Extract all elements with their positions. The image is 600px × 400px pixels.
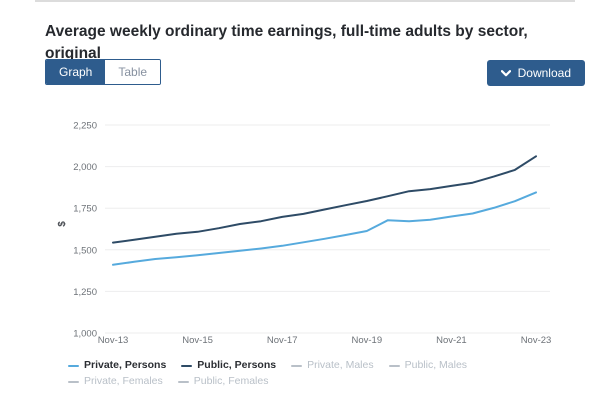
legend-dash-icon bbox=[291, 364, 303, 367]
x-tick-label: Nov-23 bbox=[521, 335, 552, 346]
tab-graph[interactable]: Graph bbox=[46, 60, 106, 84]
chart-legend: Private, Persons Public, Persons Private, … bbox=[68, 359, 528, 388]
legend-item-private-females[interactable]: Private, Females bbox=[68, 375, 163, 388]
y-axis-title: $ bbox=[57, 221, 68, 227]
page-title: Average weekly ordinary time earnings, f… bbox=[45, 23, 528, 62]
toolbar: Graph Table Download bbox=[45, 59, 585, 87]
x-tick-label: Nov-19 bbox=[351, 335, 382, 346]
x-tick-label: Nov-17 bbox=[267, 335, 298, 346]
top-divider bbox=[35, 0, 575, 2]
series-line-private-persons[interactable] bbox=[112, 191, 537, 266]
x-tick-label: Nov-21 bbox=[436, 335, 467, 346]
chevron-down-icon bbox=[500, 69, 511, 76]
legend-dash-icon bbox=[181, 364, 193, 367]
x-tick-label: Nov-13 bbox=[98, 335, 129, 346]
tab-table[interactable]: Table bbox=[105, 60, 161, 84]
legend-label: Public, Persons bbox=[197, 359, 277, 371]
y-tick-label: 1,250 bbox=[73, 287, 97, 298]
view-toggle: Graph Table bbox=[45, 59, 162, 85]
y-tick-label: 1,750 bbox=[73, 204, 97, 215]
legend-label: Private, Persons bbox=[84, 359, 167, 371]
legend-item-private-males[interactable]: Private, Males bbox=[291, 359, 374, 372]
x-tick-label: Nov-15 bbox=[182, 335, 213, 346]
legend-dash-icon bbox=[68, 364, 79, 367]
legend-item-public-males[interactable]: Public, Males bbox=[388, 359, 468, 372]
y-tick-label: 2,000 bbox=[73, 162, 97, 173]
legend-item-private-persons[interactable]: Private, Persons bbox=[68, 359, 166, 372]
legend-dash-icon bbox=[388, 364, 400, 367]
legend-dash-icon bbox=[68, 380, 79, 383]
download-label: Download bbox=[517, 66, 571, 80]
y-tick-label: 1,500 bbox=[73, 245, 97, 256]
y-tick-label: 2,250 bbox=[73, 121, 97, 132]
legend-item-public-persons[interactable]: Public, Persons bbox=[181, 359, 276, 372]
legend-label: Private, Males bbox=[307, 359, 374, 371]
legend-label: Public, Females bbox=[193, 375, 269, 387]
y-tick-label: 1,000 bbox=[73, 329, 97, 340]
legend-label: Public, Males bbox=[404, 359, 468, 371]
legend-label: Private, Females bbox=[84, 375, 163, 387]
legend-item-public-females[interactable]: Public, Females bbox=[177, 375, 269, 388]
legend-dash-icon bbox=[177, 380, 189, 383]
series-line-public-persons[interactable] bbox=[112, 155, 537, 244]
download-button[interactable]: Download bbox=[486, 60, 585, 86]
